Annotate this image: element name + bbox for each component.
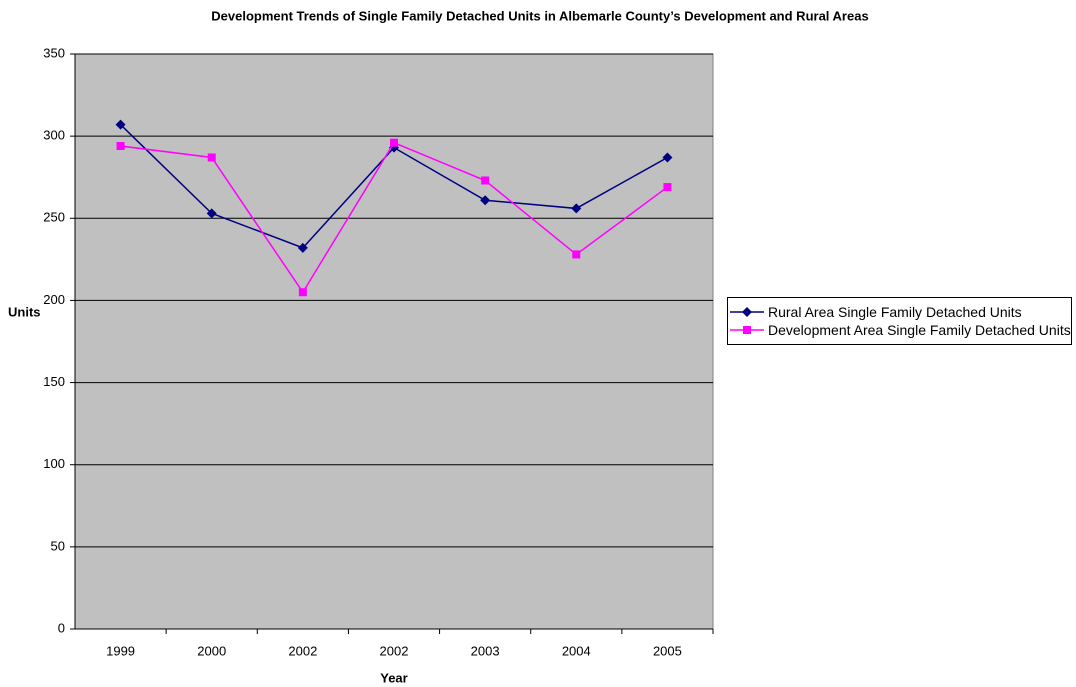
legend-entry: Rural Area Single Family Detached Units: [728, 304, 1071, 320]
marker: [662, 152, 673, 163]
x-tick-label: 2003: [471, 643, 500, 658]
marker: [663, 183, 672, 192]
x-tick-label: 2002: [380, 643, 409, 658]
x-axis-label: Year: [380, 670, 407, 685]
marker: [743, 326, 751, 334]
marker: [206, 208, 217, 219]
x-tick-label: 2004: [562, 643, 591, 658]
marker: [480, 195, 491, 206]
marker: [116, 142, 125, 150]
legend-swatch: [730, 307, 764, 317]
marker: [571, 203, 582, 214]
legend-entry: Development Area Single Family Detached …: [728, 322, 1071, 338]
marker: [481, 176, 490, 185]
marker: [572, 250, 581, 259]
y-tick-label: 350: [43, 45, 65, 60]
legend-swatch: [730, 326, 764, 334]
y-tick-label: 250: [43, 210, 65, 225]
legend: Rural Area Single Family Detached Units D…: [727, 297, 1072, 345]
y-tick-label: 50: [51, 538, 65, 553]
x-tick-label: 2000: [197, 643, 226, 658]
y-tick-label: 0: [58, 620, 65, 635]
legend-label: Rural Area Single Family Detached Units: [768, 304, 1022, 320]
marker: [297, 242, 308, 253]
y-tick-label: 150: [43, 374, 65, 389]
chart-title: Development Trends of Single Family Deta…: [211, 8, 868, 23]
x-tick-label: 2005: [653, 643, 682, 658]
x-tick-label: 2002: [288, 643, 317, 658]
x-tick-label: 1999: [106, 643, 135, 658]
marker: [298, 288, 307, 297]
y-tick-label: 200: [43, 292, 65, 307]
marker: [207, 153, 216, 162]
legend-label: Development Area Single Family Detached …: [768, 322, 1071, 338]
marker: [742, 307, 752, 317]
y-axis-label: Units: [8, 304, 41, 319]
y-tick-label: 300: [43, 128, 65, 143]
y-tick-label: 100: [43, 456, 65, 471]
marker: [115, 119, 126, 130]
marker: [390, 138, 398, 147]
